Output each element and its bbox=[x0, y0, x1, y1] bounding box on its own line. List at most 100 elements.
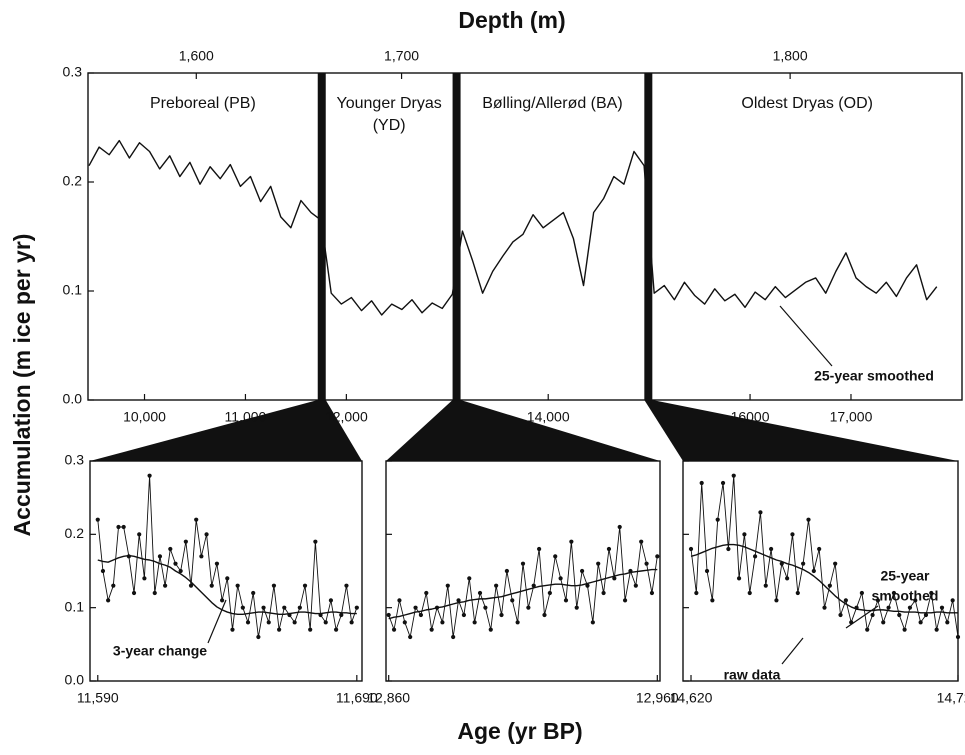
data-point bbox=[547, 590, 552, 596]
data-point bbox=[328, 598, 334, 603]
data-point bbox=[152, 590, 157, 596]
data-point bbox=[429, 627, 434, 632]
data-point bbox=[230, 627, 235, 632]
data-point bbox=[251, 590, 256, 596]
data-point bbox=[266, 620, 271, 625]
data-point bbox=[747, 590, 752, 596]
region-label: Oldest Dryas (OD) bbox=[741, 95, 873, 112]
data-point bbox=[163, 583, 168, 588]
data-point bbox=[795, 590, 800, 596]
data-point bbox=[918, 620, 923, 625]
data-point bbox=[220, 598, 225, 603]
data-point bbox=[157, 554, 163, 559]
data-point bbox=[585, 583, 590, 588]
x-tick-label: 16000 bbox=[731, 409, 770, 425]
annotation: 25-year smoothed bbox=[814, 368, 934, 384]
data-point bbox=[477, 590, 483, 596]
depth-axis-title: Depth (m) bbox=[458, 7, 565, 33]
data-point bbox=[865, 627, 870, 632]
data-point bbox=[402, 620, 407, 625]
data-point bbox=[644, 561, 649, 566]
x-tick-label: 14,620 bbox=[670, 690, 713, 706]
plot-frame bbox=[682, 460, 959, 682]
data-point bbox=[945, 620, 950, 625]
data-point bbox=[515, 620, 520, 625]
panel: 0.0 0.1 0.2 0.3 11,590 11,690 3-year change bbox=[65, 452, 378, 706]
data-point bbox=[774, 598, 779, 603]
data-point bbox=[859, 590, 864, 596]
y-tick-label: 0.1 bbox=[65, 598, 85, 614]
data-point bbox=[596, 561, 601, 566]
data-point bbox=[806, 517, 811, 522]
panel: 0.0 0.1 0.2 0.3 10,000 11,000 12,000 14,000 1600… bbox=[63, 48, 963, 425]
zoom-wedges bbox=[90, 400, 958, 461]
data-point bbox=[188, 583, 194, 588]
data-point bbox=[339, 612, 344, 618]
x-tick-label: 14,720 bbox=[937, 690, 965, 706]
data-point bbox=[106, 598, 111, 603]
data-point bbox=[742, 532, 747, 537]
data-line bbox=[690, 543, 958, 614]
data-point bbox=[929, 590, 934, 596]
data-point bbox=[408, 634, 413, 640]
transition-bar bbox=[644, 73, 653, 400]
zoom-wedge bbox=[386, 400, 660, 461]
x-tick-label: 12,960 bbox=[636, 690, 679, 706]
data-point bbox=[752, 554, 758, 559]
y-axis-title: Accumulation (m ice per yr) bbox=[9, 234, 35, 537]
data-point bbox=[456, 598, 461, 603]
data-point bbox=[758, 510, 763, 515]
zoom-wedge bbox=[90, 400, 362, 461]
data-point bbox=[731, 473, 736, 478]
data-point bbox=[240, 605, 245, 610]
data-point bbox=[225, 576, 230, 581]
data-point bbox=[875, 598, 881, 603]
data-point bbox=[116, 524, 121, 530]
data-point bbox=[391, 627, 397, 632]
data-point bbox=[606, 546, 612, 552]
data-point bbox=[413, 605, 418, 610]
plots: 0.0 0.1 0.2 0.3 10,000 11,000 12,000 14,000 1600… bbox=[63, 48, 965, 706]
data-point bbox=[451, 634, 456, 640]
data-point bbox=[934, 627, 939, 632]
data-point bbox=[344, 583, 349, 588]
data-point bbox=[173, 561, 178, 566]
data-point bbox=[649, 590, 655, 596]
raw-line bbox=[388, 526, 658, 638]
data-point bbox=[579, 568, 585, 574]
annotation: smoothed bbox=[872, 588, 939, 604]
data-point bbox=[886, 605, 891, 610]
data-point bbox=[569, 539, 574, 544]
data-point bbox=[827, 583, 832, 588]
annotation: raw data bbox=[724, 667, 781, 683]
data-point bbox=[142, 576, 147, 581]
x-tick-label: 11,000 bbox=[225, 409, 267, 425]
region-label: Younger Dryas bbox=[337, 95, 442, 112]
data-point bbox=[563, 598, 569, 603]
data-point bbox=[271, 583, 277, 588]
data-point bbox=[542, 612, 547, 618]
data-point bbox=[769, 546, 774, 552]
data-point bbox=[199, 554, 204, 559]
x2-tick-label: 1,700 bbox=[384, 48, 419, 64]
y-tick-label: 0.3 bbox=[63, 64, 83, 80]
annotation-pointer bbox=[845, 605, 879, 629]
x-axis-title: Age (yr BP) bbox=[457, 718, 582, 744]
data-point bbox=[386, 612, 391, 618]
data-point bbox=[639, 539, 644, 544]
data-point bbox=[694, 590, 699, 596]
data-line bbox=[88, 139, 938, 316]
data-point bbox=[483, 605, 488, 610]
y-tick-label: 0.2 bbox=[63, 173, 83, 189]
data-point bbox=[121, 524, 126, 530]
data-point bbox=[891, 590, 897, 596]
data-point bbox=[923, 612, 929, 618]
data-point bbox=[913, 598, 918, 603]
data-point bbox=[349, 620, 354, 625]
data-point bbox=[313, 539, 318, 544]
data-point bbox=[531, 583, 536, 588]
x-tick-label: 17,000 bbox=[830, 409, 873, 425]
data-point bbox=[601, 590, 606, 596]
